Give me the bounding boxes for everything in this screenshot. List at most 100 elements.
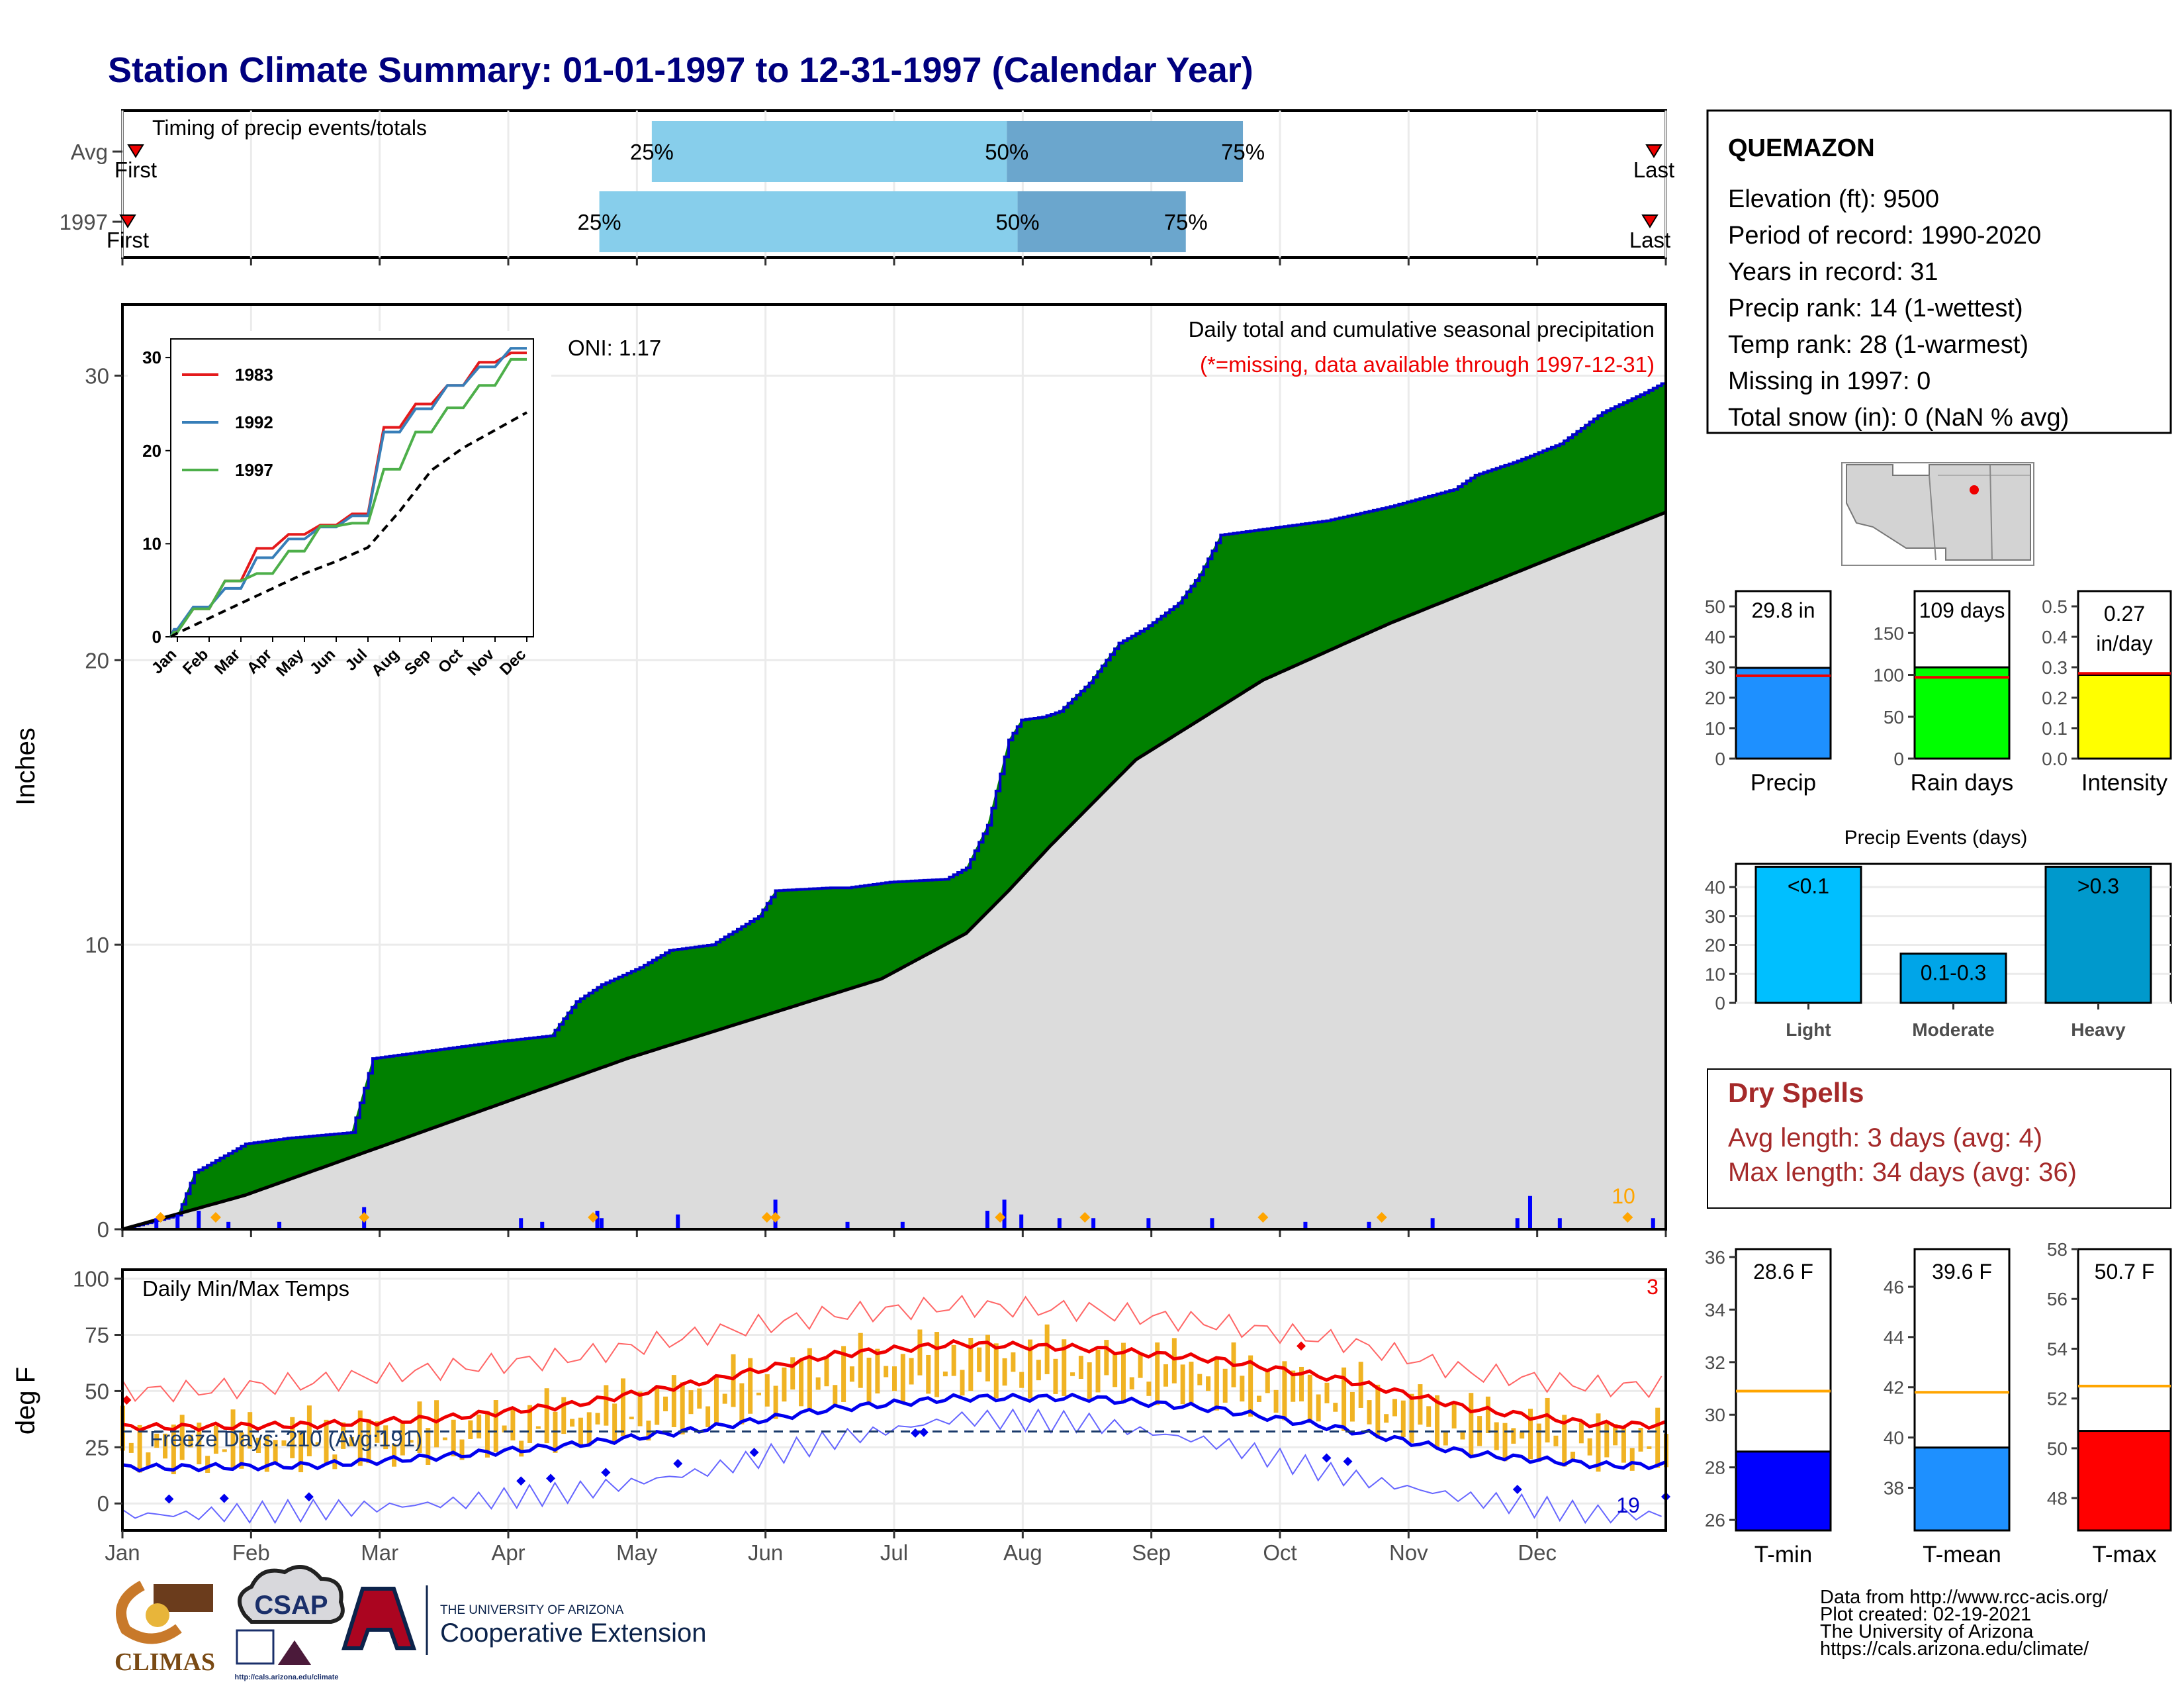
daily-temp-bar — [1222, 1368, 1228, 1403]
daily-temp-bar — [1587, 1438, 1592, 1456]
summary-bar-Rain days — [1913, 666, 2011, 760]
heavy-event-marker — [995, 1212, 1006, 1223]
daily-temp-bar — [1418, 1384, 1423, 1425]
temp-summary-tick-label: 58 — [2047, 1239, 2068, 1260]
daily-precip-bar — [540, 1221, 545, 1229]
record-low-marker — [546, 1474, 556, 1483]
daily-temp-bar — [366, 1419, 371, 1464]
daily-temp-bar — [1163, 1364, 1169, 1387]
daily-temp-bar — [1307, 1374, 1312, 1423]
summary-tick-label: 0.0 — [2042, 749, 2068, 769]
daily-temp-bar — [570, 1419, 575, 1427]
record-low-marker — [673, 1459, 683, 1469]
daily-temp-bar — [315, 1442, 320, 1446]
daily-temp-bar — [459, 1439, 465, 1460]
month-label: May — [616, 1540, 658, 1565]
daily-temp-bar — [1613, 1424, 1618, 1446]
daily-temp-bar — [264, 1436, 269, 1472]
heavy-event-marker — [588, 1212, 599, 1223]
daily-temp-bar — [1146, 1382, 1152, 1396]
heavy-event-marker — [761, 1212, 772, 1223]
daily-precip-bar — [595, 1211, 600, 1229]
summary-tick-label: 0 — [1715, 749, 1725, 769]
inset-ytick-label: 20 — [142, 441, 161, 461]
temp-bar-T-mean — [1913, 1446, 2011, 1532]
daily-temp-bar — [1316, 1394, 1321, 1422]
csap-logo: CSAP http://cals.arizona.edu/climate — [234, 1565, 345, 1681]
summary-value-unit: in/day — [2096, 632, 2152, 655]
events-category: Moderate — [1912, 1019, 1994, 1040]
record-low-marker — [1343, 1456, 1353, 1466]
daily-temp-bar — [154, 1433, 159, 1448]
timing-label-25: 25% — [578, 210, 621, 234]
month-label: Jan — [105, 1540, 140, 1565]
summary-label: Intensity — [2081, 770, 2168, 796]
daily-precip-bar — [154, 1218, 159, 1229]
daily-precip-bar — [226, 1221, 231, 1229]
daily-precip-bar — [900, 1221, 905, 1229]
daily-temp-bar — [1011, 1352, 1016, 1372]
csap-url: http://cals.arizona.edu/climate — [234, 1673, 338, 1681]
daily-temp-bar — [942, 1371, 948, 1377]
daily-temp-bar — [468, 1420, 473, 1439]
timing-label-75: 75% — [1221, 140, 1265, 164]
daily-temp-bar — [137, 1425, 142, 1473]
daily-temp-bar — [248, 1412, 253, 1449]
daily-temp-bar — [128, 1442, 134, 1453]
inset-ytick-label: 30 — [142, 348, 161, 367]
daily-temp-bar — [663, 1396, 668, 1411]
daily-temp-bar — [493, 1400, 498, 1452]
daily-temp-bar — [782, 1367, 787, 1402]
daily-temp-bar — [1604, 1421, 1610, 1458]
daily-temp-bar — [239, 1432, 244, 1469]
daily-temp-bar — [1138, 1353, 1143, 1378]
daily-temp-bar — [655, 1386, 660, 1425]
footer-line-2: Plot created: 02-19-2021 — [1820, 1604, 2031, 1625]
daily-temp-bar — [604, 1385, 609, 1426]
daily-temp-bar — [1044, 1324, 1050, 1374]
temp-summary-tick-label: 32 — [1705, 1352, 1725, 1373]
daily-temp-bar — [756, 1392, 761, 1395]
daily-temp-bar — [1036, 1360, 1041, 1381]
record-low-marker — [749, 1448, 759, 1458]
daily-temp-bar — [1240, 1376, 1245, 1402]
month-label: Dec — [1518, 1540, 1557, 1565]
daily-temp-bar — [977, 1347, 982, 1372]
summary-bars: 0 10 20 30 40 50 29.8 in Precip 0 50 100 150 109 day… — [1705, 590, 2172, 796]
summary-tick-label: 40 — [1705, 627, 1725, 647]
daily-temp-bar — [1095, 1349, 1101, 1393]
temp-summary-tick-label: 34 — [1705, 1299, 1725, 1320]
daily-precip-bar — [197, 1211, 201, 1229]
daily-temp-bar — [306, 1405, 312, 1456]
daily-precip-bar — [845, 1221, 850, 1229]
daily-temp-bar — [484, 1411, 490, 1458]
daily-temp-bar — [1113, 1353, 1118, 1387]
daily-temp-bar — [146, 1452, 151, 1466]
daily-temp-bar — [1273, 1389, 1279, 1413]
month-label: Sep — [1132, 1540, 1171, 1565]
precip-panel: 0 10 20 30 Inches ONI: 1.17 Daily total and… — [11, 303, 1667, 1242]
daily-temp-bar — [1256, 1395, 1261, 1402]
daily-temp-bar — [1553, 1435, 1559, 1446]
timing-bar-q3 — [1017, 191, 1186, 252]
daily-temp-bar — [357, 1410, 363, 1466]
temp-ylabel: deg F — [11, 1367, 40, 1434]
orange-count: 10 — [1612, 1184, 1635, 1208]
daily-temp-bar — [1384, 1414, 1389, 1423]
daily-temp-bar — [1469, 1393, 1474, 1458]
dry-spells-title: Dry Spells — [1728, 1077, 1864, 1108]
heavy-event-marker — [1079, 1212, 1091, 1223]
daily-temp-bar — [477, 1414, 482, 1438]
daily-temp-bar — [1214, 1358, 1219, 1411]
daily-temp-bar — [1062, 1339, 1067, 1396]
daily-temp-bar — [1155, 1342, 1160, 1405]
temp-summary-tick-label: 52 — [2047, 1389, 2068, 1409]
daily-temp-bar — [993, 1343, 999, 1399]
daily-temp-bar — [688, 1390, 694, 1415]
daily-temp-bar — [1621, 1427, 1626, 1463]
daily-temp-bar — [807, 1348, 812, 1411]
station-name: QUEMAZON — [1728, 134, 1875, 162]
daily-temp-bar — [298, 1430, 304, 1473]
daily-temp-bar — [383, 1425, 388, 1450]
main-ytick-label: 0 — [97, 1217, 109, 1242]
